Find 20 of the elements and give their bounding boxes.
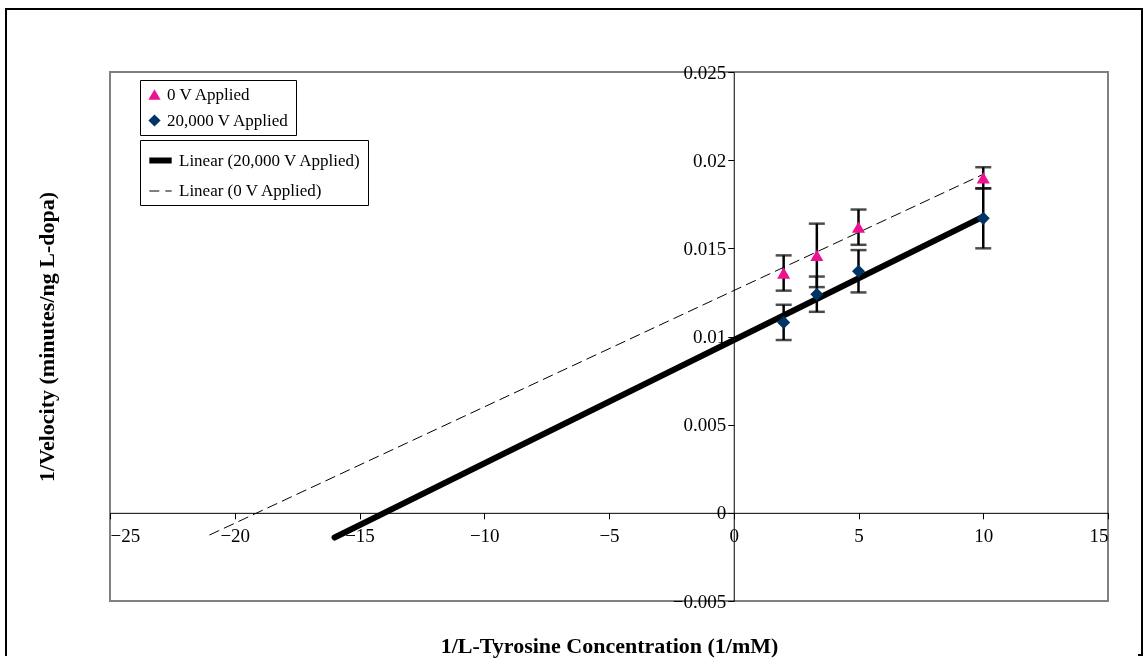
legend-label: 20,000 V Applied [167,110,289,130]
x-tick-label: 5 [854,525,864,547]
x-tick-label: −20 [220,525,251,547]
legend-label: Linear (0 V Applied) [179,181,322,200]
x-axis-title: 1/L-Tyrosine Concentration (1/mM) [440,632,779,658]
y-tick-label: 0.02 [693,149,727,171]
y-tick-label: 0.015 [683,237,727,259]
x-tick-label: −15 [345,525,375,547]
y-axis-title: 1/Velocity (minutes/ng L-dopa) [33,191,59,483]
x-tick-label: 10 [974,525,994,547]
y-tick-label: 0.025 [683,61,727,83]
y-tick-label: 0.01 [693,326,727,347]
x-tick-label: 15 [1089,525,1109,547]
legend-label: Linear (20,000 V Applied) [179,150,360,170]
legend-label: 0 V Applied [167,84,250,104]
x-tick-label: −25 [110,525,141,547]
y-tick-label: −0.005 [672,590,727,612]
x-tick-label: −10 [469,525,500,547]
x-tick-label: −5 [599,525,620,547]
y-tick-label: 0.005 [683,414,727,436]
